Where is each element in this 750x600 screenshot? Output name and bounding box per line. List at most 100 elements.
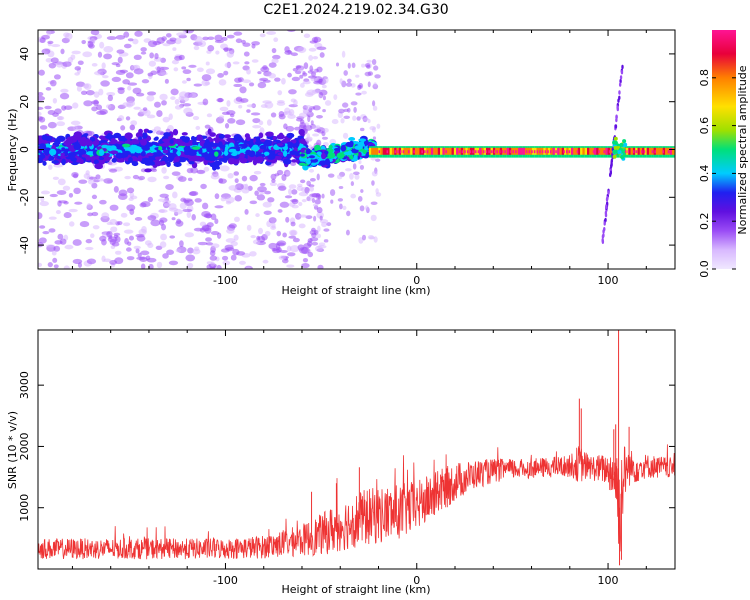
heatmap-cell — [140, 138, 147, 146]
heatmap-cell — [249, 251, 257, 257]
heatmap-cell — [85, 238, 93, 244]
heatmap-cell — [118, 115, 125, 121]
heatmap-cell — [292, 237, 300, 243]
heatmap-cell — [153, 137, 159, 141]
heatmap-cell — [267, 197, 275, 203]
heatmap-cell — [367, 119, 371, 124]
heatmap-cell — [114, 257, 124, 265]
heatmap-cell — [103, 46, 114, 53]
heatmap-cell — [91, 211, 99, 217]
heatmap-cell — [199, 221, 207, 227]
heatmap-cell — [79, 221, 90, 228]
heatmap-cell — [274, 77, 281, 82]
heatmap-cell — [218, 79, 227, 86]
heatmap-cell — [321, 193, 325, 199]
heatmap-cell — [333, 94, 338, 101]
heatmap-cell — [160, 72, 168, 76]
heatmap-cell — [224, 62, 232, 68]
heatmap-cell — [316, 207, 323, 214]
heatmap-cell — [120, 125, 126, 131]
heatmap-cell — [153, 126, 161, 132]
heatmap-cell — [402, 150, 405, 154]
heatmap-cell — [125, 116, 131, 121]
heatmap-cell — [221, 255, 229, 261]
heatmap-cell — [86, 258, 97, 265]
heatmap-cell — [226, 100, 231, 107]
heatmap-cell — [607, 190, 610, 195]
heatmap-cell — [128, 100, 136, 107]
heatmap-cell — [547, 150, 549, 154]
heatmap-cell — [289, 245, 300, 253]
heatmap-cell — [120, 212, 128, 218]
heatmap-cell — [499, 147, 503, 155]
heatmap-cell — [271, 47, 277, 54]
heatmap-cell — [68, 208, 78, 213]
heatmap-cell — [147, 91, 157, 96]
heatmap-cell — [205, 68, 216, 75]
heatmap-cell — [477, 150, 480, 154]
heatmap-cell — [323, 228, 330, 232]
heatmap-cell — [108, 161, 113, 165]
heatmap-cell — [312, 56, 319, 60]
heatmap-cell — [282, 158, 292, 165]
heatmap-cell — [331, 119, 339, 125]
heatmap-cell — [169, 138, 174, 145]
heatmap-cell — [440, 147, 443, 155]
heatmap-cell — [224, 244, 234, 251]
heatmap-cell — [219, 106, 229, 112]
heatmap-cell — [347, 150, 353, 156]
heatmap-cell — [111, 62, 120, 66]
heatmap-cell — [352, 171, 360, 175]
heatmap-cell — [258, 132, 264, 139]
heatmap-cell — [264, 230, 271, 237]
heatmap-cell — [401, 147, 404, 155]
heatmap-cell — [55, 61, 63, 68]
heatmap-cell — [205, 61, 210, 66]
heatmap-cell — [56, 135, 66, 142]
heatmap-cell — [47, 121, 57, 129]
heatmap-cell — [512, 150, 515, 154]
heatmap-cell — [55, 210, 61, 215]
heatmap-cell — [311, 71, 317, 77]
heatmap-cell — [97, 51, 103, 58]
heatmap-cell — [358, 138, 367, 142]
heatmap-cell — [340, 118, 345, 124]
heatmap-cell — [270, 112, 277, 118]
heatmap-cell — [610, 158, 614, 163]
heatmap-cell — [361, 234, 367, 241]
heatmap-cell — [227, 172, 234, 179]
heatmap-cell — [155, 158, 160, 164]
heatmap-cell — [38, 92, 44, 97]
heatmap-cell — [87, 41, 94, 48]
heatmap-cell — [465, 147, 468, 155]
heatmap-cell — [102, 75, 109, 79]
heatmap-cell — [285, 216, 290, 223]
heatmap-cell — [242, 143, 248, 149]
heatmap-cell — [215, 50, 220, 55]
heatmap-cell — [321, 136, 329, 140]
heatmap-cell — [86, 151, 96, 156]
heatmap-cell — [221, 36, 228, 42]
heatmap-cell — [223, 70, 229, 76]
heatmap-cell — [618, 90, 621, 95]
heatmap-cell — [180, 197, 187, 203]
heatmap-cell — [497, 147, 500, 155]
heatmap-cell — [324, 158, 330, 166]
heatmap-cell — [260, 104, 268, 109]
heatmap-cell — [382, 147, 386, 155]
heatmap-cell — [370, 201, 378, 205]
heatmap-cell — [134, 30, 143, 37]
heatmap-cell — [127, 85, 132, 91]
heatmap-cell — [613, 145, 618, 150]
heatmap-cell — [321, 84, 327, 89]
heatmap-cell — [217, 73, 225, 78]
heatmap-cell — [80, 90, 88, 95]
heatmap-cell — [621, 64, 624, 70]
heatmap-cell — [290, 230, 297, 236]
heatmap-cell — [216, 98, 224, 103]
heatmap-cell — [517, 150, 520, 154]
heatmap-cell — [223, 134, 231, 139]
heatmap-cell — [123, 229, 134, 234]
heatmap-cell — [257, 82, 267, 89]
heatmap-cell — [159, 217, 168, 223]
